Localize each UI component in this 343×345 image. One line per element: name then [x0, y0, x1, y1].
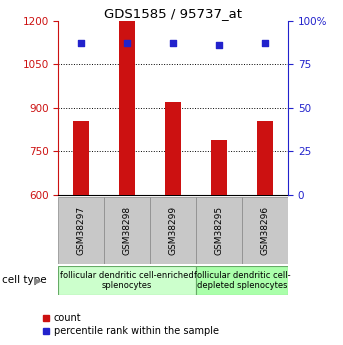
Bar [257, 121, 273, 195]
Text: GSM38298: GSM38298 [123, 206, 132, 255]
Bar [196, 197, 242, 264]
Text: ▶: ▶ [34, 275, 42, 285]
Bar [58, 197, 104, 264]
Text: GSM38296: GSM38296 [261, 206, 270, 255]
Bar [73, 121, 89, 195]
Bar [211, 140, 227, 195]
Bar [119, 21, 135, 195]
Text: GSM38297: GSM38297 [77, 206, 86, 255]
Text: follicular dendritic cell-
depleted splenocytes: follicular dendritic cell- depleted sple… [194, 270, 291, 290]
Bar [242, 197, 288, 264]
Text: GSM38295: GSM38295 [215, 206, 224, 255]
Bar [165, 102, 181, 195]
Point [216, 42, 222, 48]
Point [125, 41, 130, 46]
Point [79, 41, 84, 46]
Bar [104, 197, 150, 264]
Text: follicular dendritic cell-enriched
splenocytes: follicular dendritic cell-enriched splen… [60, 270, 194, 290]
Text: cell type: cell type [2, 275, 46, 285]
Legend: count, percentile rank within the sample: count, percentile rank within the sample [39, 309, 223, 340]
Bar [150, 197, 196, 264]
Title: GDS1585 / 95737_at: GDS1585 / 95737_at [104, 7, 242, 20]
Bar [196, 266, 288, 295]
Text: GSM38299: GSM38299 [169, 206, 178, 255]
Point [262, 41, 268, 46]
Bar [58, 266, 196, 295]
Point [170, 41, 176, 46]
